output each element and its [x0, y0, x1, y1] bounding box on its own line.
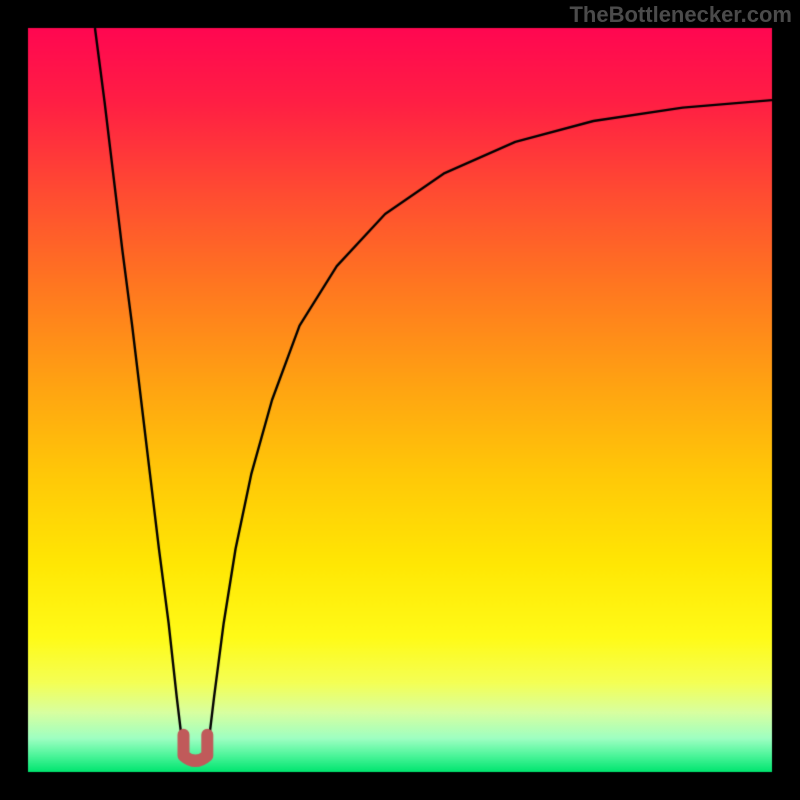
- watermark-text: TheBottlenecker.com: [569, 2, 792, 28]
- bottleneck-chart: [0, 0, 800, 800]
- stage: TheBottlenecker.com: [0, 0, 800, 800]
